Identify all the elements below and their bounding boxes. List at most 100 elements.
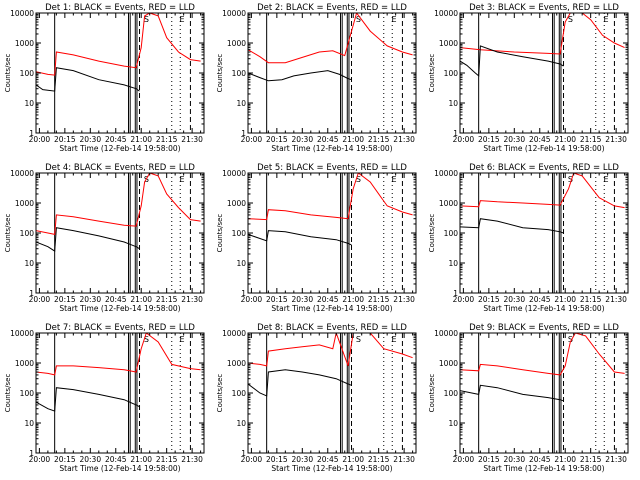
x-tick-label: 20:00 [241, 455, 263, 464]
y-tick-label: 1 [29, 129, 34, 138]
events-series-line [460, 218, 564, 234]
x-tick-label: 21:00 [342, 295, 364, 304]
y-tick-label: 10000 [434, 169, 458, 178]
y-tick-label: 10 [24, 99, 34, 108]
y-axis-label: Counts/sec [4, 214, 12, 253]
x-tick-label: 20:15 [54, 455, 76, 464]
marker-label: E [180, 335, 185, 344]
x-tick-label: 20:15 [478, 455, 500, 464]
x-tick-label: 20:45 [529, 135, 551, 144]
y-tick-label: 10000 [222, 9, 246, 18]
plot-frame [35, 172, 205, 294]
x-tick-label: 21:30 [181, 455, 203, 464]
y-tick-label: 10000 [222, 169, 246, 178]
x-tick-label: 20:15 [54, 135, 76, 144]
events-series-line [248, 230, 352, 246]
x-tick-label: 21:00 [342, 455, 364, 464]
y-tick-label: 10 [236, 99, 246, 108]
y-tick-label: 1000 [439, 39, 458, 48]
y-axis-label: Counts/sec [216, 374, 224, 413]
y-tick-label: 1000 [227, 359, 246, 368]
y-tick-label: 1000 [15, 39, 34, 48]
x-tick-label: 20:30 [79, 135, 101, 144]
y-tick-label: 1000 [15, 199, 34, 208]
y-tick-label: 10000 [10, 329, 34, 338]
y-tick-label: 1 [241, 129, 246, 138]
marker-label: S [568, 335, 573, 344]
y-axis-label: Counts/sec [428, 214, 436, 253]
plot-frame [459, 172, 629, 294]
y-tick-label: 1000 [439, 199, 458, 208]
marker-label: S [356, 15, 361, 24]
x-tick-label: 20:45 [317, 295, 339, 304]
events-series-line [248, 70, 352, 82]
y-tick-label: 1000 [15, 359, 34, 368]
x-tick-label: 20:30 [291, 455, 313, 464]
plot-frame [35, 12, 205, 134]
x-tick-label: 21:30 [605, 135, 627, 144]
plot-frame [35, 332, 205, 454]
panel-8: Det 8: BLACK = Events, RED = LLD S E 1 10 100… [216, 323, 417, 473]
y-axis-label: Counts/sec [4, 374, 12, 413]
panel-7: Det 7: BLACK = Events, RED = LLD S E 1 10 100… [4, 323, 205, 473]
plot-frame [247, 172, 417, 294]
y-tick-label: 1 [29, 289, 34, 298]
x-tick-label: 21:00 [554, 295, 576, 304]
y-tick-label: 1 [453, 449, 458, 458]
x-tick-label: 20:30 [79, 455, 101, 464]
x-axis-label: Start Time (12-Feb-14 19:58:00) [483, 304, 604, 313]
x-tick-label: 20:45 [529, 455, 551, 464]
marker-label: E [392, 15, 397, 24]
y-tick-label: 10000 [434, 9, 458, 18]
marker-label: E [604, 335, 609, 344]
marker-label: E [392, 335, 397, 344]
lld-series-line [460, 333, 625, 376]
events-series-line [248, 369, 352, 397]
x-tick-label: 21:15 [580, 135, 602, 144]
x-tick-label: 21:15 [580, 455, 602, 464]
x-tick-label: 20:15 [54, 295, 76, 304]
events-series-line [36, 387, 140, 412]
events-series-line [460, 384, 564, 402]
x-axis-label: Start Time (12-Feb-14 19:58:00) [483, 464, 604, 473]
marker-label: S [356, 175, 361, 184]
marker-label: S [144, 335, 149, 344]
x-tick-label: 21:15 [156, 135, 178, 144]
panel-2: Det 2: BLACK = Events, RED = LLD S E 1 10 100… [216, 3, 417, 153]
y-tick-label: 100 [232, 69, 247, 78]
x-tick-label: 20:15 [266, 455, 288, 464]
y-tick-label: 10000 [434, 329, 458, 338]
lld-series-line [248, 173, 413, 221]
x-tick-label: 20:30 [503, 135, 525, 144]
y-axis-label: Counts/sec [4, 54, 12, 93]
y-tick-label: 100 [444, 69, 459, 78]
y-tick-label: 1 [453, 129, 458, 138]
x-tick-label: 20:30 [79, 295, 101, 304]
y-tick-label: 10 [236, 419, 246, 428]
x-tick-label: 21:30 [181, 295, 203, 304]
lld-series-line [36, 13, 201, 76]
x-tick-label: 21:15 [368, 135, 390, 144]
y-axis-label: Counts/sec [428, 54, 436, 93]
x-tick-label: 20:45 [105, 135, 127, 144]
y-tick-label: 1000 [227, 199, 246, 208]
x-axis-label: Start Time (12-Feb-14 19:58:00) [271, 464, 392, 473]
y-tick-label: 100 [20, 69, 35, 78]
x-tick-label: 21:00 [130, 135, 152, 144]
events-series-line [460, 45, 564, 77]
y-tick-label: 1 [453, 289, 458, 298]
panel-9: Det 9: BLACK = Events, RED = LLD S E 1 10 100… [428, 323, 629, 473]
x-tick-label: 21:00 [554, 135, 576, 144]
x-tick-label: 21:00 [554, 455, 576, 464]
x-tick-label: 21:15 [156, 295, 178, 304]
x-axis-label: Start Time (12-Feb-14 19:58:00) [271, 304, 392, 313]
x-tick-label: 20:15 [266, 295, 288, 304]
y-tick-label: 10 [448, 99, 458, 108]
x-tick-label: 20:30 [503, 295, 525, 304]
x-tick-label: 20:30 [503, 455, 525, 464]
x-tick-label: 21:30 [393, 295, 415, 304]
marker-label: E [604, 15, 609, 24]
x-tick-label: 20:15 [478, 295, 500, 304]
y-tick-label: 100 [232, 229, 247, 238]
panel-title: Det 2: BLACK = Events, RED = LLD [257, 3, 407, 13]
